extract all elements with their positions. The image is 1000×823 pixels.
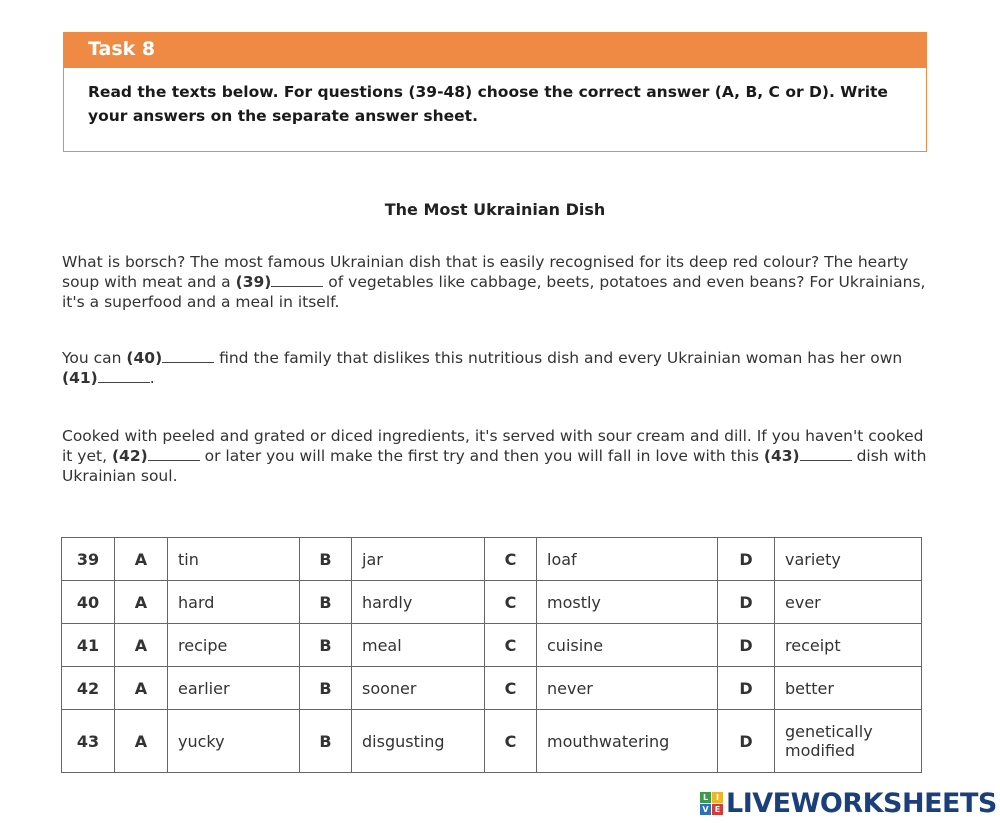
option-text[interactable]: hard [167, 580, 300, 624]
option-letter[interactable]: B [299, 580, 352, 624]
answer-blank-42[interactable] [147, 446, 200, 461]
option-text[interactable]: mostly [536, 580, 718, 624]
answer-blank-40[interactable] [162, 348, 215, 363]
option-text[interactable]: ever [774, 580, 922, 624]
option-letter[interactable]: D [717, 623, 775, 667]
option-text[interactable]: yucky [167, 709, 300, 773]
option-text[interactable]: earlier [167, 666, 300, 710]
task-box: Task 8 Read the texts below. For questio… [63, 32, 927, 152]
logo-text: LIVEWORKSHEETS [726, 788, 997, 819]
paragraph-3: Cooked with peeled and grated or diced i… [62, 426, 928, 486]
task-instructions: Read the texts below. For questions (39-… [88, 83, 888, 125]
question-number: (40) [126, 349, 163, 367]
option-letter[interactable]: A [114, 537, 168, 581]
option-text[interactable]: never [536, 666, 718, 710]
option-letter[interactable]: B [299, 537, 352, 581]
paragraph-2: You can (40) find the family that dislik… [62, 348, 928, 388]
option-text[interactable]: loaf [536, 537, 718, 581]
option-text[interactable]: cuisine [536, 623, 718, 667]
option-text[interactable]: variety [774, 537, 922, 581]
question-number: 39 [61, 537, 115, 581]
text: of vegetables like cabbage, beets, potat… [62, 273, 926, 311]
paragraph-1: What is borsch? The most famous Ukrainia… [62, 252, 928, 312]
option-text[interactable]: hardly [351, 580, 485, 624]
option-text[interactable]: meal [351, 623, 485, 667]
question-number: 42 [61, 666, 115, 710]
option-text[interactable]: tin [167, 537, 300, 581]
text-title: The Most Ukrainian Dish [384, 200, 606, 219]
question-number: (43) [763, 447, 800, 465]
option-text[interactable]: receipt [774, 623, 922, 667]
text: You can [62, 349, 127, 367]
text: . [149, 369, 155, 387]
option-letter[interactable]: B [299, 623, 352, 667]
question-number: 43 [61, 709, 115, 773]
option-letter[interactable]: D [717, 666, 775, 710]
question-number: (39) [235, 273, 272, 291]
option-letter[interactable]: A [114, 580, 168, 624]
text: or later you will make the first try and… [199, 447, 764, 465]
option-text[interactable]: disgusting [351, 709, 485, 773]
question-number: 40 [61, 580, 115, 624]
option-letter[interactable]: A [114, 666, 168, 710]
logo-cube: I [712, 792, 723, 803]
text: dish with Ukrainian soul. [62, 447, 927, 485]
option-text[interactable]: jar [351, 537, 485, 581]
option-text[interactable]: genetically modified [774, 709, 922, 773]
option-text[interactable]: recipe [167, 623, 300, 667]
text: What is borsch? The most famous Ukrainia… [62, 253, 909, 291]
option-text[interactable]: sooner [351, 666, 485, 710]
option-letter[interactable]: D [717, 537, 775, 581]
question-number: (41) [62, 369, 98, 387]
option-text[interactable]: mouthwatering [536, 709, 718, 773]
option-letter[interactable]: C [484, 666, 537, 710]
logo-cube: E [712, 804, 723, 815]
logo-cube: L [700, 792, 711, 803]
text: find the family that dislikes this nutri… [214, 349, 903, 367]
option-letter[interactable]: D [717, 709, 775, 773]
question-number: (42) [111, 447, 148, 465]
option-text[interactable]: better [774, 666, 922, 710]
option-letter[interactable]: C [484, 580, 537, 624]
question-number: 41 [61, 623, 115, 667]
option-letter[interactable]: C [484, 537, 537, 581]
text: Cooked with peeled and grated or diced i… [62, 427, 924, 465]
option-letter[interactable]: B [299, 666, 352, 710]
option-letter[interactable]: D [717, 580, 775, 624]
option-letter[interactable]: C [484, 709, 537, 773]
task-heading: Task 8 [64, 33, 926, 68]
answer-blank-39[interactable] [271, 272, 324, 287]
logo-cube: V [700, 804, 711, 815]
answer-blank-41[interactable] [97, 368, 150, 383]
option-letter[interactable]: A [114, 623, 168, 667]
option-letter[interactable]: B [299, 709, 352, 773]
option-letter[interactable]: C [484, 623, 537, 667]
option-letter[interactable]: A [114, 709, 168, 773]
answer-blank-43[interactable] [799, 446, 852, 461]
